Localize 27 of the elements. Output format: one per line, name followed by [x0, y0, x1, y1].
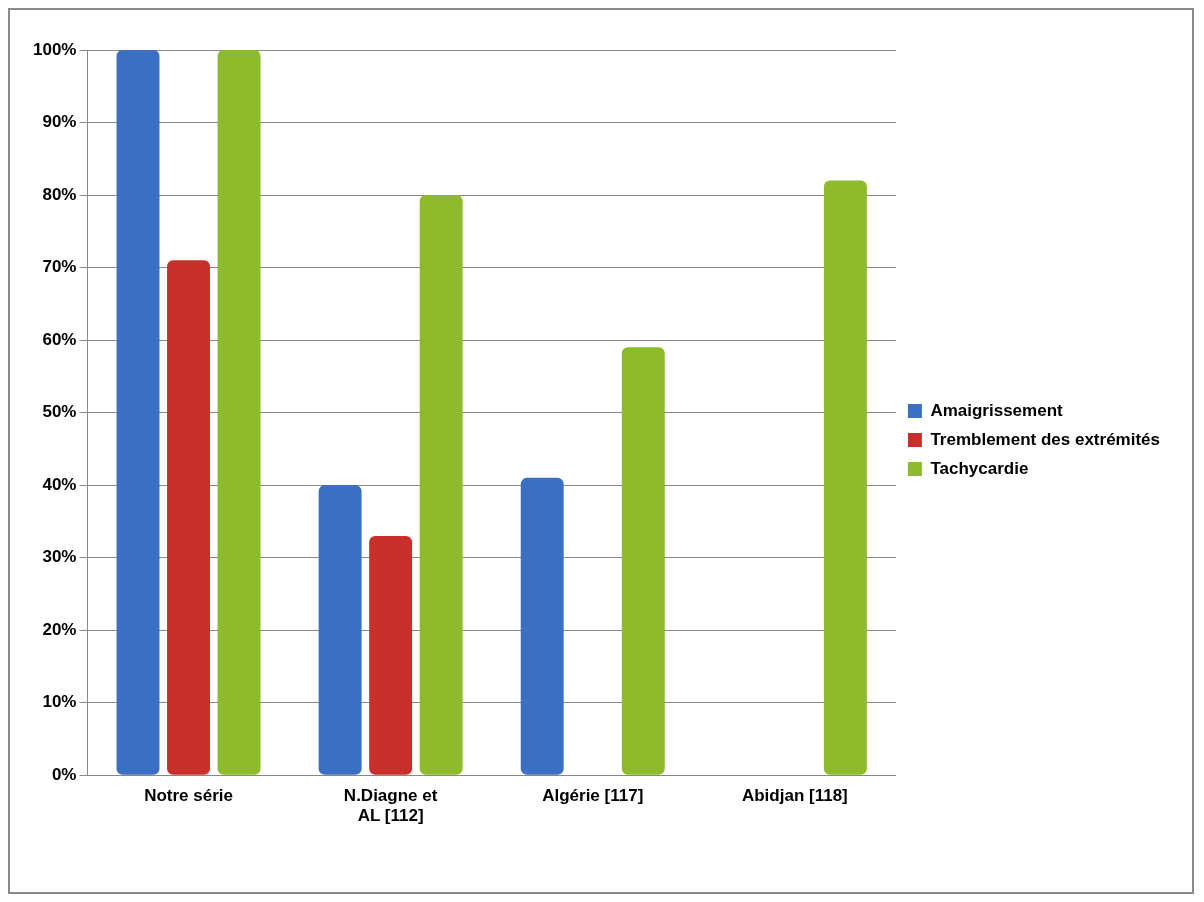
y-tick-label: 0% — [51, 764, 77, 784]
bar — [116, 50, 160, 775]
legend-label: Amaigrissement — [930, 400, 1064, 420]
bar — [217, 50, 261, 775]
bar — [520, 477, 564, 775]
y-tick-label: 100% — [33, 39, 77, 59]
bar — [369, 535, 413, 775]
bar — [167, 260, 211, 775]
bar — [419, 195, 463, 775]
x-tick-label: N.Diagne et AL [112] — [343, 786, 438, 826]
y-tick-label: 90% — [42, 112, 77, 132]
bar — [621, 347, 665, 775]
y-tick-label: 30% — [42, 547, 77, 567]
y-tick-label: 70% — [42, 257, 77, 277]
y-tick-label: 50% — [42, 402, 77, 422]
y-tick-label: 10% — [42, 692, 77, 712]
legend-label: Tachycardie — [930, 458, 1029, 478]
legend-label: Tremblement des extrémités — [930, 429, 1161, 449]
x-tick-label: Notre série — [144, 786, 233, 806]
y-tick-label: 40% — [42, 474, 77, 494]
y-tick-label: 20% — [42, 619, 77, 639]
bar — [823, 180, 867, 775]
x-tick-label: Algérie [117] — [542, 786, 644, 806]
y-tick-label: 80% — [42, 184, 77, 204]
y-tick-label: 60% — [42, 329, 77, 349]
bar — [318, 485, 362, 775]
x-tick-label: Abidjan [118] — [741, 786, 848, 806]
